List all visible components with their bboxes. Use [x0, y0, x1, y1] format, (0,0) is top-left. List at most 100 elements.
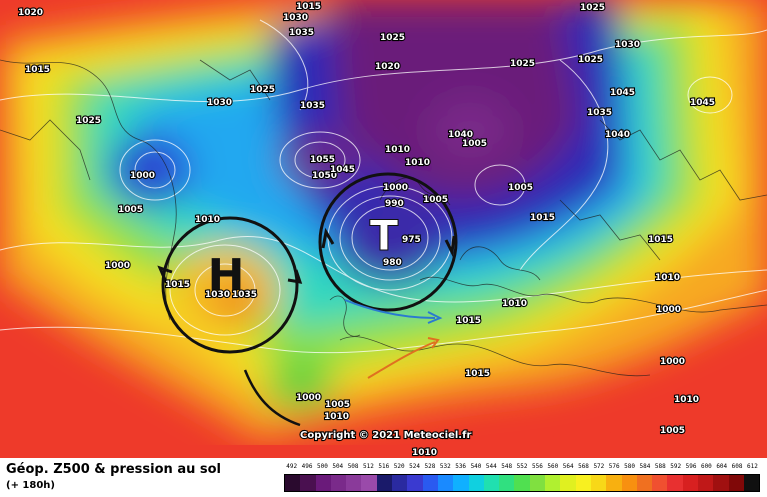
pressure-label: 1005: [508, 183, 533, 193]
scale-label: 604: [716, 463, 728, 470]
weather-map: H T 1020 1015 1010 1000 1000 1015 1030 1…: [0, 0, 767, 458]
pressure-label: 1005: [325, 400, 350, 410]
scale-label: 508: [347, 463, 359, 470]
scale-label: 532: [439, 463, 451, 470]
scale-label: 540: [470, 463, 482, 470]
scale-label: 512: [363, 463, 374, 470]
scale-label: 496: [301, 463, 313, 470]
pressure-label: 1010: [502, 299, 527, 309]
scale-label: 600: [700, 463, 712, 470]
pressure-label: 1010: [385, 145, 410, 155]
pressure-label: 1000: [296, 393, 321, 403]
low-pressure-symbol: T: [370, 211, 399, 260]
pressure-label: 1030: [615, 40, 640, 50]
pressure-label: 1015: [648, 235, 673, 245]
scale-swatch: [698, 475, 714, 491]
scale-swatch: [422, 475, 438, 491]
scale-swatch: [330, 475, 347, 491]
pressure-label: 1000: [383, 183, 408, 193]
scale-swatch: [728, 475, 744, 491]
scale-label: 576: [608, 463, 620, 470]
pressure-label: 1010: [674, 395, 699, 405]
pressure-label: 1025: [580, 3, 605, 13]
pressure-label: 1010: [405, 158, 430, 168]
pressure-label: 1015: [465, 369, 490, 379]
scale-swatch: [361, 475, 377, 491]
pressure-label: 980: [383, 258, 402, 268]
scale-swatch: [682, 475, 699, 491]
pressure-label: 1025: [250, 85, 275, 95]
scale-swatch: [346, 475, 362, 491]
scale-label: 500: [316, 463, 328, 470]
scale-label: 528: [424, 463, 436, 470]
scale-label: 564: [562, 463, 574, 470]
pressure-label: 1000: [660, 357, 685, 367]
pressure-label: 1015: [456, 316, 481, 326]
scale-label: 520: [393, 463, 405, 470]
pressure-label: 1045: [610, 88, 635, 98]
scale-label: 584: [639, 463, 651, 470]
scale-swatch: [437, 475, 454, 491]
annotation-drawings: [157, 172, 458, 427]
pressure-label: 1030: [207, 98, 232, 108]
scale-swatch: [453, 475, 469, 491]
scale-label: 560: [547, 463, 559, 470]
pressure-label: 1000: [130, 171, 155, 181]
scale-label: 548: [501, 463, 513, 470]
pressure-label: 1000: [656, 305, 681, 315]
pressure-label: 1030: [205, 290, 230, 300]
pressure-label: 1045: [330, 165, 355, 175]
scale-label: 572: [593, 463, 605, 470]
scale-label: 524: [409, 463, 420, 470]
copyright-text: Copyright © 2021 Meteociel.fr: [300, 430, 471, 441]
pressure-label: 1015: [530, 213, 555, 223]
pressure-label: 1015: [296, 2, 321, 12]
pressure-label: 1025: [510, 59, 535, 69]
scale-label: 612: [747, 463, 758, 470]
scale-swatch: [743, 475, 760, 491]
legend-footer: Géop. Z500 & pression au sol (+ 180h) 49…: [0, 458, 767, 497]
color-scale-labels: 492 496 500 504 508 512 516 520 524 528 532 536 540 5…: [284, 460, 760, 474]
scale-label: 592: [670, 463, 682, 470]
pressure-label: 1020: [18, 8, 43, 18]
scale-swatch: [667, 475, 683, 491]
pressure-label: 1035: [587, 108, 612, 118]
scale-swatch: [499, 475, 515, 491]
scale-swatch: [376, 475, 393, 491]
scale-swatch: [606, 475, 622, 491]
pressure-label: 1040: [605, 130, 630, 140]
scale-label: 588: [654, 463, 666, 470]
scale-swatch: [560, 475, 576, 491]
pressure-label: 1055: [310, 155, 335, 165]
scale-label: 516: [378, 463, 390, 470]
pressure-label: 1025: [578, 55, 603, 65]
pressure-label: 1005: [660, 426, 685, 436]
pressure-label: 990: [385, 199, 404, 209]
scale-swatch: [514, 475, 530, 491]
pressure-label: 1015: [25, 65, 50, 75]
map-title: Géop. Z500 & pression au sol: [6, 462, 221, 477]
pressure-labels: 1020 1015 1010 1000 1000 1015 1030 1025 …: [17, 1, 716, 458]
pressure-label: 1010: [195, 215, 220, 225]
pressure-label: 1020: [375, 62, 400, 72]
scale-swatch: [483, 475, 500, 491]
pressure-label: 1045: [690, 98, 715, 108]
pressure-label: 1035: [232, 290, 257, 300]
scale-swatch: [468, 475, 484, 491]
scale-swatch: [392, 475, 408, 491]
pressure-label: 1005: [462, 139, 487, 149]
color-scale: 492 496 500 504 508 512 516 520 524 528 532 536 540 5…: [284, 460, 760, 494]
forecast-hour: (+ 180h): [6, 480, 55, 491]
scale-label: 608: [731, 463, 743, 470]
scale-swatch: [636, 475, 653, 491]
pressure-label: 1025: [76, 116, 101, 126]
pressure-label: 1010: [324, 412, 349, 422]
pressure-label: 1035: [300, 101, 325, 111]
scale-label: 544: [485, 463, 497, 470]
scale-label: 556: [532, 463, 543, 470]
pressure-label: 1050: [312, 171, 337, 181]
scale-swatch: [713, 475, 729, 491]
scale-swatch: [300, 475, 316, 491]
high-pressure-symbol: H: [208, 250, 245, 301]
pressure-label: 1035: [289, 28, 314, 38]
